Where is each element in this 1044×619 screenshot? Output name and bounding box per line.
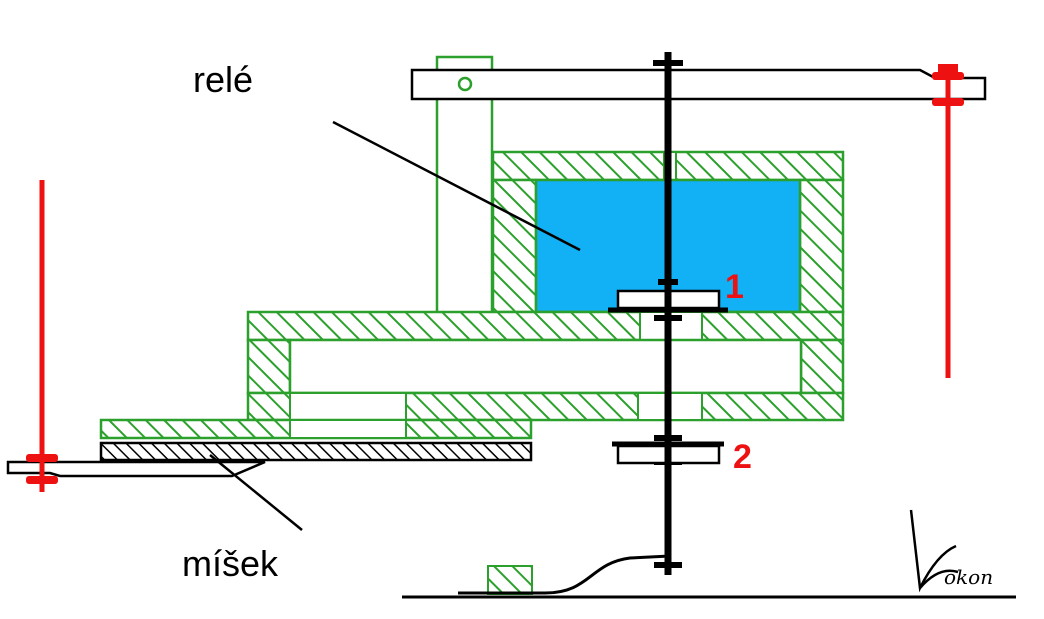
label-rele: relé xyxy=(193,59,253,100)
frame-lower-bar xyxy=(246,391,845,422)
bottom-lever xyxy=(6,460,266,478)
top-lever xyxy=(410,68,987,101)
bellows-plate xyxy=(99,441,533,462)
ground-block xyxy=(487,565,533,595)
label-misek: míšek xyxy=(182,543,279,584)
base-gap xyxy=(289,419,407,439)
flex-lead xyxy=(458,554,671,595)
label-contact-1: 1 xyxy=(725,268,744,306)
signature: K okon xyxy=(909,509,993,593)
label-contact-2: 2 xyxy=(733,438,752,476)
leader-misek xyxy=(209,454,303,531)
leader-rele xyxy=(332,120,581,252)
frame-sides xyxy=(246,338,845,395)
spring-rod-right xyxy=(932,64,964,378)
spring-rod-left xyxy=(26,180,58,492)
hinge-pin-icon-front xyxy=(457,76,473,92)
frame-upper-bar xyxy=(246,310,845,342)
signature-text: okon xyxy=(944,565,993,589)
